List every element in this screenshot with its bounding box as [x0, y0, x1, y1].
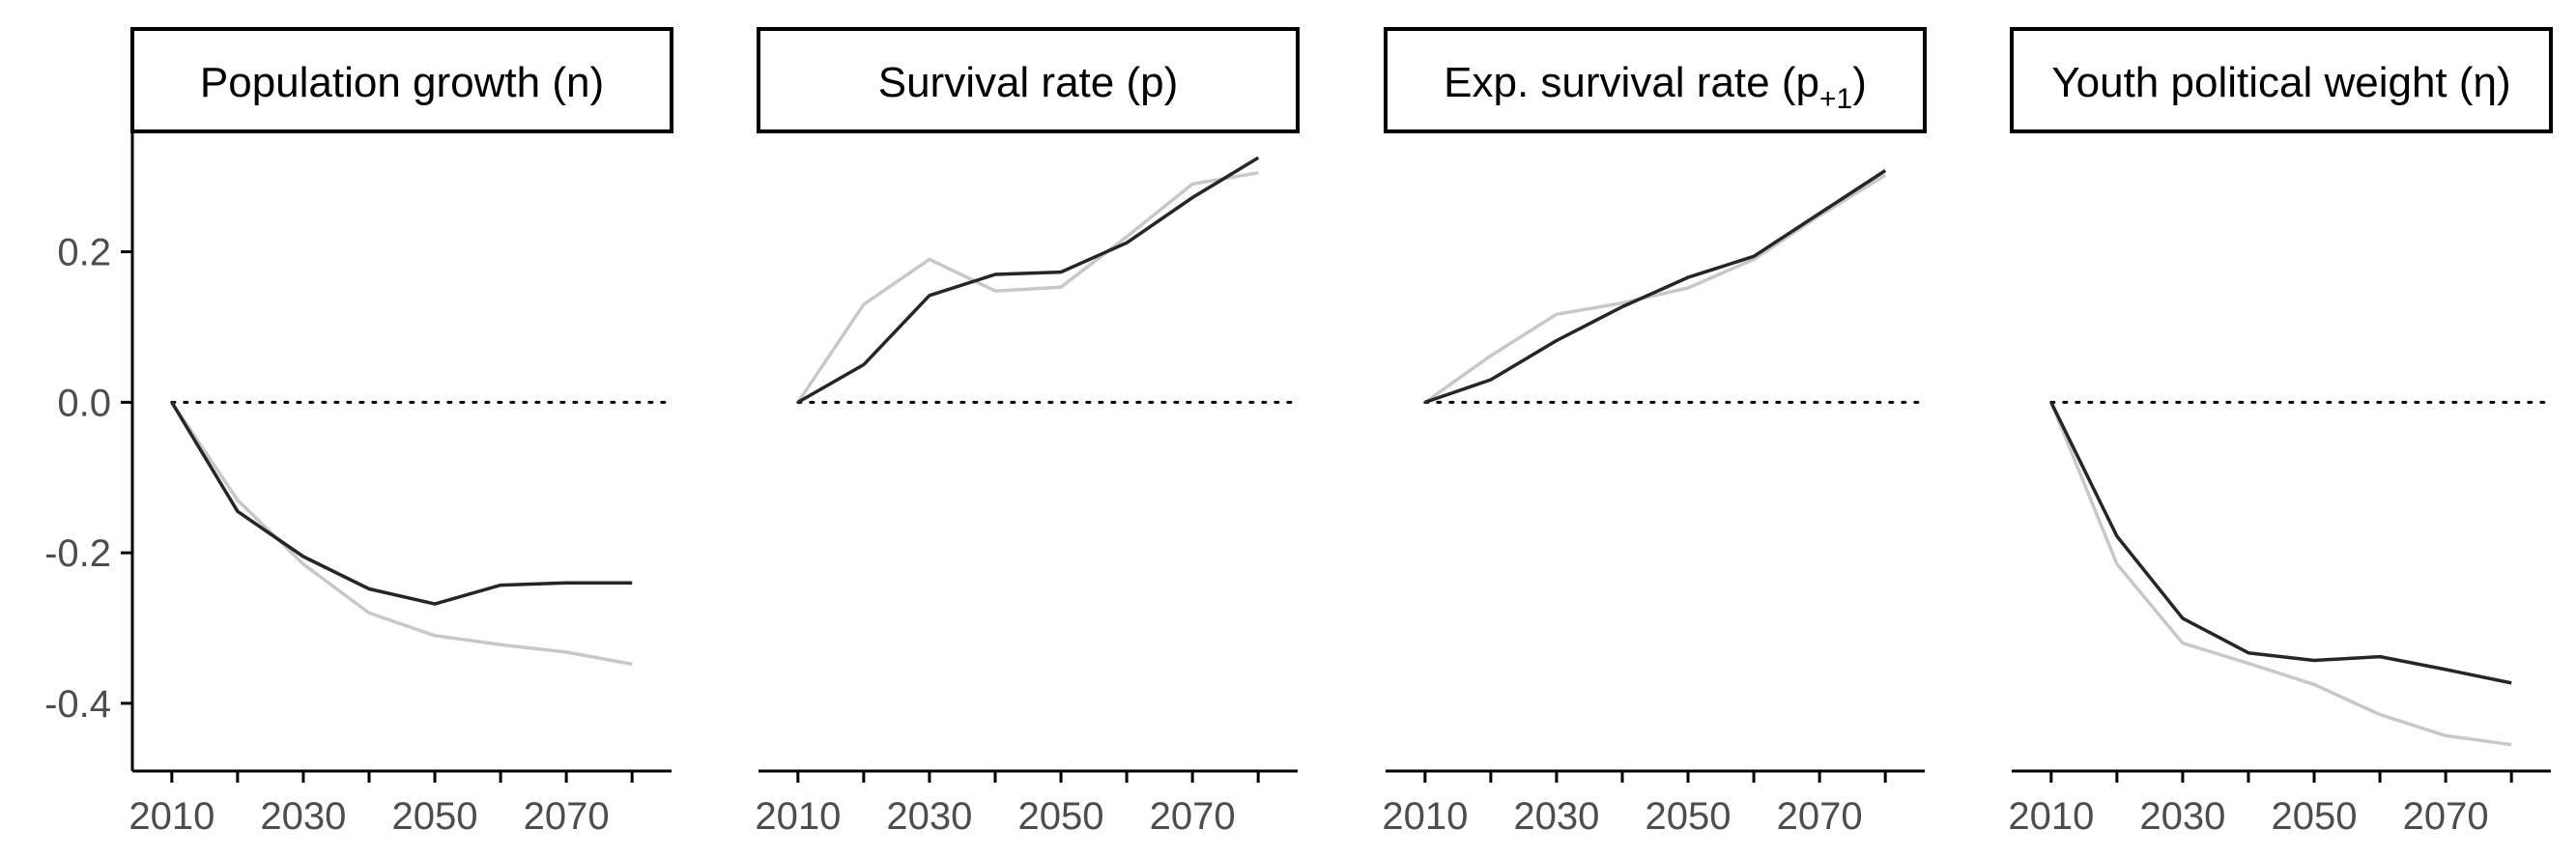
- facet-panel-1: Population growth (n) 2010 2030 2050 2070: [129, 27, 673, 838]
- series-line-dark: [1424, 169, 1887, 405]
- x-tick-label: 2070: [1150, 795, 1236, 838]
- facet-strip-label: Survival rate (p): [878, 59, 1179, 106]
- x-tick-label: 2050: [2272, 795, 2358, 838]
- facet-strip: [757, 27, 1300, 133]
- facet-strip: [2010, 27, 2553, 133]
- strip-label-main: Youth political weight (η): [2051, 59, 2510, 106]
- y-tick-label: 0.0: [57, 382, 111, 424]
- x-tick-label: 2070: [2403, 795, 2489, 838]
- x-tick-label: 2070: [524, 795, 610, 838]
- series-line-light: [170, 401, 633, 667]
- strip-label-subscript: +1: [1819, 83, 1852, 115]
- x-tick-label: 2010: [129, 795, 215, 838]
- x-tick-label: 2030: [2139, 795, 2225, 838]
- y-tick-label: -0.4: [44, 683, 111, 726]
- strip-label-tail: ): [1852, 59, 1867, 106]
- x-tick-label: 2010: [755, 795, 841, 838]
- facet-strip-label: Exp. survival rate (p+1): [1444, 59, 1867, 115]
- facet-strip-label: Population growth (n): [200, 59, 604, 106]
- facet-panel-4: Youth political weight (η) 2010 2030 2050 20…: [2008, 27, 2553, 838]
- x-tick-label: 2070: [1777, 795, 1863, 838]
- series-line-light: [2049, 401, 2512, 747]
- series-line-dark: [170, 401, 633, 606]
- facet-strip-label: Youth political weight (η): [2051, 59, 2510, 106]
- strip-label-main: Population growth (n): [200, 59, 604, 106]
- y-tick-label: -0.2: [44, 532, 111, 575]
- x-tick-label: 2050: [392, 795, 478, 838]
- strip-label-main: Survival rate (p): [878, 59, 1179, 106]
- x-tick-label: 2050: [1018, 795, 1104, 838]
- y-tick-label: 0.2: [57, 232, 111, 274]
- facet-panel-2: Survival rate (p) 2010 2030 2050 2070: [755, 27, 1300, 838]
- x-tick-label: 2030: [1513, 795, 1599, 838]
- series-line-dark: [2049, 401, 2512, 685]
- x-tick-label: 2050: [1646, 795, 1732, 838]
- x-tick-label: 2030: [260, 795, 346, 838]
- series-line-dark: [796, 156, 1260, 404]
- facet-strip: [130, 27, 673, 133]
- x-tick-label: 2010: [1382, 795, 1468, 838]
- strip-label-main: Exp. survival rate (p: [1444, 59, 1819, 106]
- series-line-light: [1423, 173, 1887, 404]
- facet-strip: [1384, 27, 1927, 133]
- series-line-light: [796, 171, 1259, 404]
- facet-panel-3: Exp. survival rate (p+1) 2010 2030 2050 2070: [1382, 27, 1927, 838]
- x-tick-label: 2010: [2008, 795, 2094, 838]
- x-tick-label: 2030: [886, 795, 972, 838]
